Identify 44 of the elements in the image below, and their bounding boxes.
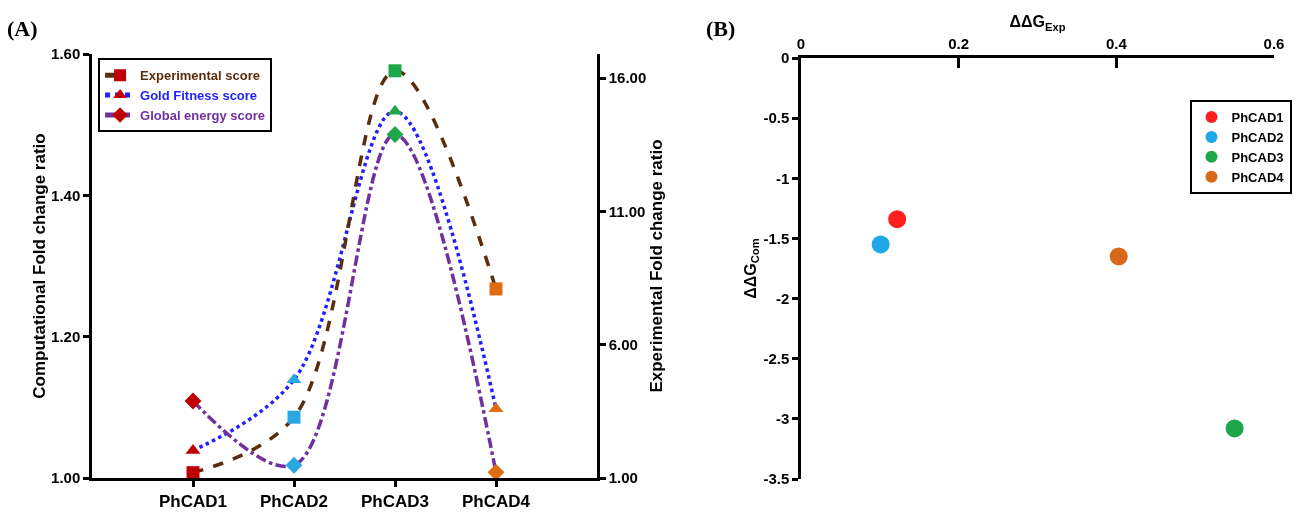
- legend-label: Experimental score: [140, 68, 261, 84]
- point: [1225, 419, 1244, 438]
- legend-label: PhCAD2: [1231, 130, 1284, 146]
- y2-tick-label: 11.00: [608, 202, 646, 220]
- x-tick-label: PhCAD1: [158, 492, 228, 512]
- point: [186, 466, 200, 478]
- chart-title: (A): [7, 16, 38, 42]
- y-tick-label: 1.40: [51, 186, 81, 204]
- y-tick-label: 1.60: [51, 45, 81, 63]
- point: [1109, 247, 1128, 266]
- y-tick-label: -3: [775, 410, 790, 428]
- point: [871, 235, 890, 254]
- y2-tick-label: 6.00: [608, 335, 638, 353]
- x-axis-title: ΔΔG$_{Exp}$: [1009, 13, 1066, 33]
- x-tick-label: PhCAD3: [360, 492, 430, 512]
- legend-label: PhCAD3: [1231, 149, 1284, 165]
- y-tick-label: -2.5: [763, 349, 790, 367]
- x-tick-label: 0.6: [1263, 35, 1285, 53]
- y2-axis-title: Experimental Fold change ratio: [647, 139, 667, 393]
- x-tick-label: PhCAD2: [259, 492, 329, 512]
- y2-tick-label: 16.00: [608, 69, 647, 87]
- legend-label: PhCAD4: [1231, 169, 1285, 185]
- y-tick-label: -0.5: [763, 109, 790, 127]
- point: [287, 410, 301, 424]
- x-tick-label: PhCAD4: [461, 492, 531, 512]
- x-tick-label: 0.4: [1105, 35, 1128, 53]
- y-tick-label: 0: [780, 49, 790, 67]
- y-tick-label: -2: [775, 289, 790, 307]
- x-tick-label: 0: [796, 35, 806, 53]
- chart-title: (B): [706, 16, 736, 42]
- point: [388, 64, 402, 78]
- legend-label: Global energy score: [140, 108, 266, 124]
- y-tick-label: -1.5: [763, 229, 790, 247]
- y2-tick-label: 1.00: [608, 469, 638, 487]
- y-axis-title: Computational Fold change ratio: [30, 133, 50, 399]
- x-tick-label: 0.2: [948, 35, 970, 53]
- y-tick-label: 1.00: [51, 469, 81, 487]
- y-tick-label: -1: [775, 169, 790, 187]
- y-tick-label: 1.20: [51, 327, 81, 345]
- y-tick-label: -3.5: [763, 470, 790, 488]
- legend-label: PhCAD1: [1231, 110, 1284, 126]
- point: [489, 282, 503, 296]
- point: [888, 210, 907, 229]
- legend-label: Gold Fitness score: [140, 88, 258, 104]
